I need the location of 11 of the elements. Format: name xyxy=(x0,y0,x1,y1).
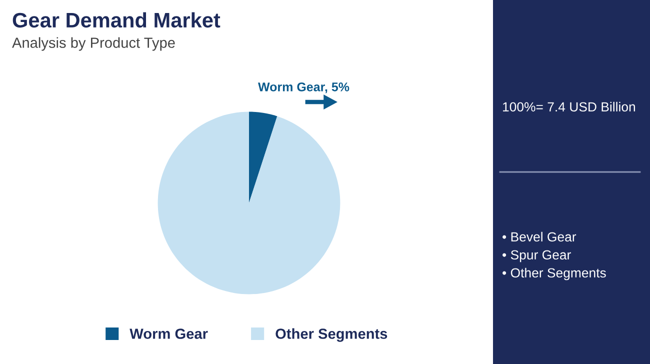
data-label: Worm Gear, 5% xyxy=(258,82,350,94)
pie-slice xyxy=(158,112,340,294)
text: • Spur Gear xyxy=(502,250,571,262)
legend-label: Other Segments xyxy=(276,328,388,342)
chart-title: Gear Demand Market xyxy=(12,12,220,28)
chart-subtitle: Analysis by Product Type xyxy=(12,37,175,51)
text: • Other Segments xyxy=(502,268,606,280)
text: 100%= 7.4 USD Billion xyxy=(503,102,635,112)
pie-slice xyxy=(249,112,278,203)
legend-label: Worm Gear xyxy=(130,328,208,339)
text: • Bevel Gear xyxy=(502,232,576,242)
